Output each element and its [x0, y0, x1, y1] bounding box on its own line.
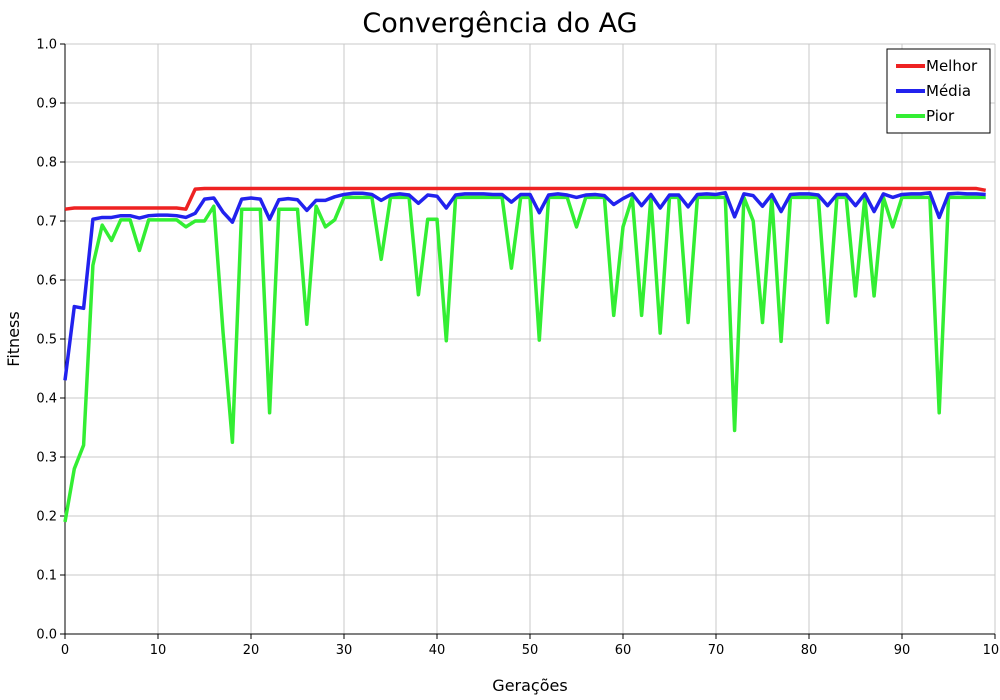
y-tick-label: 0.4 [36, 392, 57, 407]
legend: Melhor Média Pior [886, 48, 991, 134]
x-tick-label: 20 [243, 643, 260, 658]
y-tick-label: 0.0 [36, 628, 57, 643]
series-line-média [63, 190, 986, 381]
x-tick-label: 50 [522, 643, 539, 658]
y-tick-label: 1.0 [36, 38, 57, 53]
y-axis-label: Fitness [4, 311, 23, 366]
axes: 0 10 20 30 40 50 60 70 80 90 100 0.0 0.1 0.2 0.3 0.4 0.5… [36, 38, 1000, 659]
x-tick-label: 10 [150, 643, 167, 658]
x-tick-label: 60 [615, 643, 632, 658]
chart-title: Convergência do AG [362, 8, 637, 39]
y-tick-label: 0.7 [36, 215, 57, 230]
x-tick-label: 100 [983, 643, 1000, 658]
legend-label: Pior [926, 107, 955, 125]
x-axis-label: Gerações [492, 676, 567, 695]
series-line-pior [63, 195, 986, 523]
series-line-melhor [64, 186, 987, 211]
y-tick-label: 0.6 [36, 274, 57, 289]
grid-lines [64, 43, 996, 635]
y-tick-label: 0.8 [36, 156, 57, 171]
x-tick-label: 40 [429, 643, 446, 658]
x-tick-label: 70 [708, 643, 725, 658]
x-tick-label: 0 [61, 643, 69, 658]
series-lines [63, 186, 987, 523]
x-tick-label: 90 [894, 643, 911, 658]
y-tick-label: 0.3 [36, 451, 57, 466]
legend-label: Melhor [926, 57, 978, 75]
y-tick-label: 0.9 [36, 97, 57, 112]
legend-label: Média [926, 82, 971, 100]
y-tick-label: 0.5 [36, 333, 57, 348]
y-tick-label: 0.2 [36, 510, 57, 525]
y-tick-label: 0.1 [36, 569, 57, 584]
x-tick-label: 30 [336, 643, 353, 658]
x-tick-label: 80 [801, 643, 818, 658]
